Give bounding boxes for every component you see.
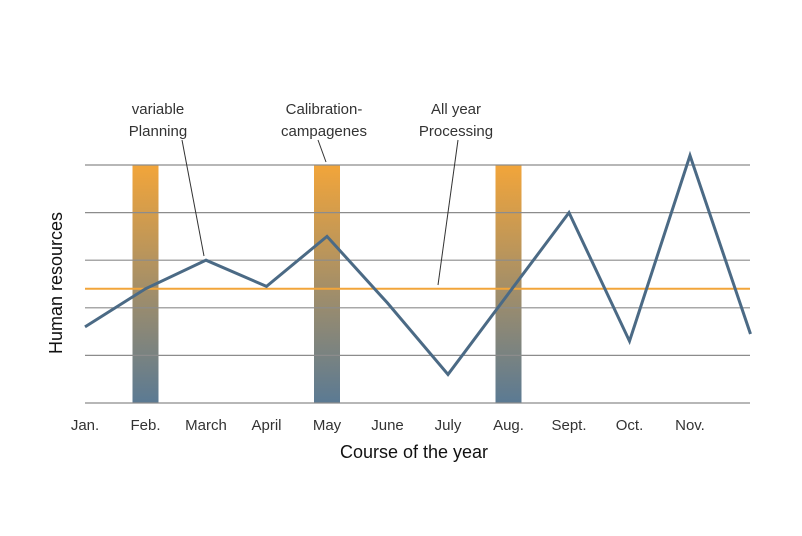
x-tick-label: March [185,417,227,434]
annotation-text: campagenes [281,123,367,140]
annotation-text: Calibration- [286,101,363,118]
annotation-text: Processing [419,123,493,140]
x-tick-label: May [313,417,342,434]
x-tick-label: Aug. [493,417,524,434]
x-tick-label: April [251,417,281,434]
x-tick-label: June [371,417,404,434]
x-tick-label: July [435,417,462,434]
annotation-leader [437,139,459,286]
series-line [84,150,752,377]
x-tick-label: Nov. [675,417,705,434]
annotation-leader [181,139,205,257]
highlight-bar [495,165,522,403]
x-axis-title: Course of the year [340,442,488,462]
annotation-leader [317,139,327,163]
x-tick-label: Oct. [616,417,644,434]
annotation-text: Planning [129,123,187,140]
y-axis-title: Human resources [46,212,66,354]
x-tick-label: Sept. [551,417,586,434]
annotation-text: All year [431,101,481,118]
x-tick-label: Feb. [130,417,160,434]
x-tick-label: Jan. [71,417,99,434]
highlight-bar [314,165,340,403]
annotation-text: variable [132,101,185,118]
